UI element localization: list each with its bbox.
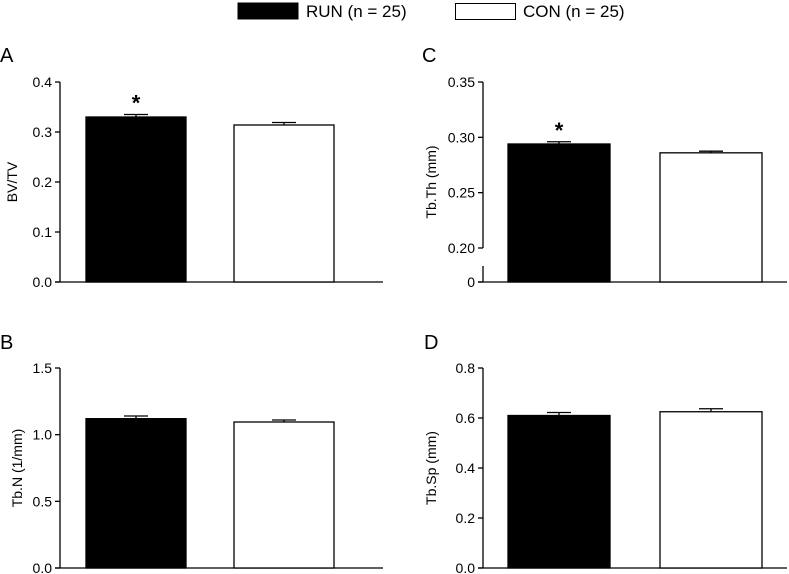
panel-a-significance-star: * [132, 91, 141, 116]
panel-b-bar-run [85, 418, 187, 569]
panel-d-tick-label: 0.8 [456, 360, 476, 376]
panel-a-ylabel: BV/TV [4, 161, 20, 202]
panel-a-tick-label: 0.3 [33, 124, 53, 140]
legend: RUN (n = 25) CON (n = 25) [237, 2, 625, 21]
panel-a-bar-run [85, 116, 187, 283]
panel-c-ylabel: Tb.Th (mm) [423, 145, 439, 218]
panel-c-significance-star: * [555, 118, 564, 143]
panel-b-tick-label: 1.5 [33, 360, 53, 376]
panel-a-tick-label: 0.2 [33, 174, 53, 190]
panel-d-bar-run [507, 414, 611, 569]
panel-d-tick-label: 0.2 [456, 510, 476, 526]
legend-label-run: RUN (n = 25) [306, 2, 407, 21]
panel-d-bar-con [659, 411, 763, 569]
legend-swatch-run [237, 2, 299, 20]
panel-a-tick-label: 0.4 [33, 74, 53, 90]
panel-b-ylabel: Tb.N (1/mm) [9, 429, 25, 508]
panel-b-tick-label: 0.0 [33, 560, 53, 574]
panel-c-bar-con [659, 152, 763, 283]
panel-a-letter: A [0, 45, 14, 67]
panel-d-tick-label: 0.0 [456, 560, 476, 574]
panel-c: C Tb.Th (mm) 0 0.20 0.25 0.30 0.35 * [422, 45, 787, 290]
panel-c-tick-label: 0.30 [448, 129, 475, 145]
panel-d-tick-label: 0.6 [456, 410, 476, 426]
panel-a-tick-label: 0.0 [33, 274, 53, 290]
panel-c-tick-label: 0.25 [448, 185, 475, 201]
panel-b-tick-label: 0.5 [33, 493, 53, 509]
panel-a: A BV/TV 0.0 0.1 0.2 0.3 0.4 * [0, 45, 383, 290]
panel-b: B Tb.N (1/mm) 0.0 0.5 1.0 1.5 [0, 332, 383, 574]
panel-d: D Tb.Sp (mm) 0.0 0.2 0.4 0.6 0.8 [423, 332, 787, 574]
panel-b-bar-con [233, 421, 335, 569]
panel-d-ylabel: Tb.Sp (mm) [423, 431, 439, 505]
panel-d-tick-label: 0.4 [456, 460, 476, 476]
panel-a-bar-con [233, 124, 335, 283]
panel-c-bar-run [507, 143, 611, 283]
panel-b-letter: B [0, 332, 13, 354]
panel-b-tick-label: 1.0 [33, 427, 53, 443]
panel-c-letter: C [422, 45, 436, 67]
legend-swatch-con [455, 3, 516, 20]
panel-c-tick-label: 0.35 [448, 74, 475, 90]
panel-c-tick-label: 0.20 [448, 240, 475, 256]
legend-label-con: CON (n = 25) [523, 2, 625, 21]
chart-panels: A BV/TV 0.0 0.1 0.2 0.3 0.4 * C Tb.Th (mm) 0 0.20 0.… [0, 45, 787, 574]
panel-c-tick-label: 0 [467, 274, 475, 290]
panel-d-letter: D [424, 332, 438, 354]
panel-a-tick-label: 0.1 [33, 224, 53, 240]
